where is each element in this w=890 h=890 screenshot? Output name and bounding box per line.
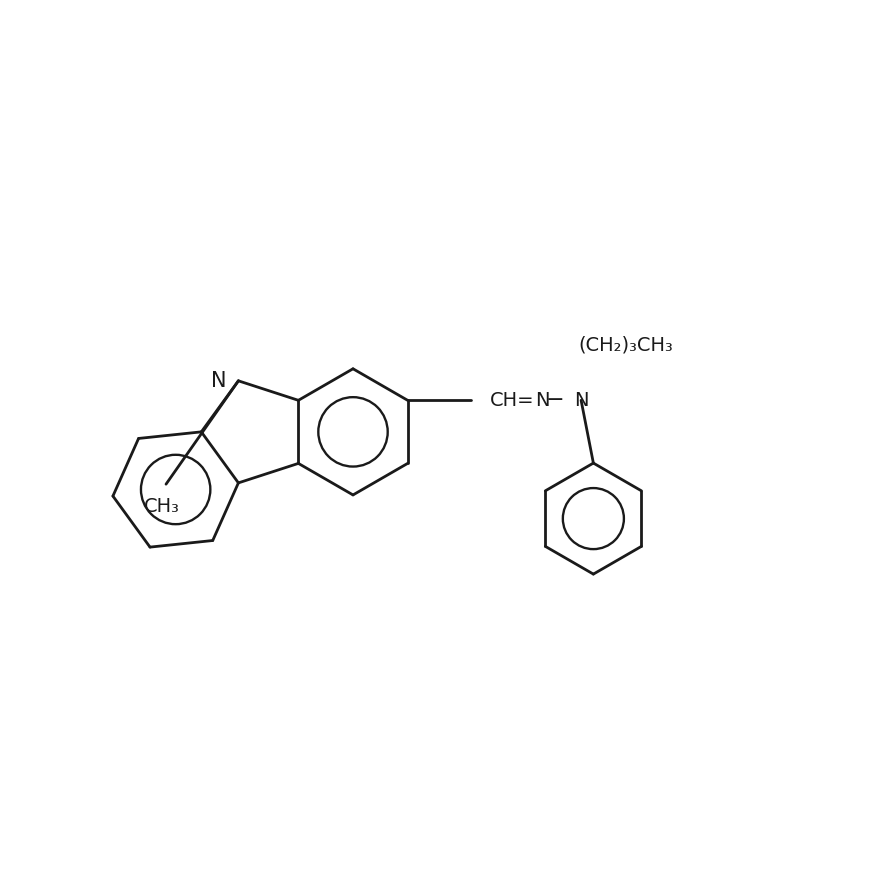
Text: −: −	[546, 391, 564, 410]
Text: N: N	[536, 391, 550, 409]
Text: (CH₂)₃CH₃: (CH₂)₃CH₃	[578, 336, 673, 355]
Text: N: N	[212, 371, 227, 391]
Text: CH₃: CH₃	[143, 498, 180, 516]
Text: CH=: CH=	[490, 391, 535, 409]
Text: N: N	[574, 391, 588, 409]
